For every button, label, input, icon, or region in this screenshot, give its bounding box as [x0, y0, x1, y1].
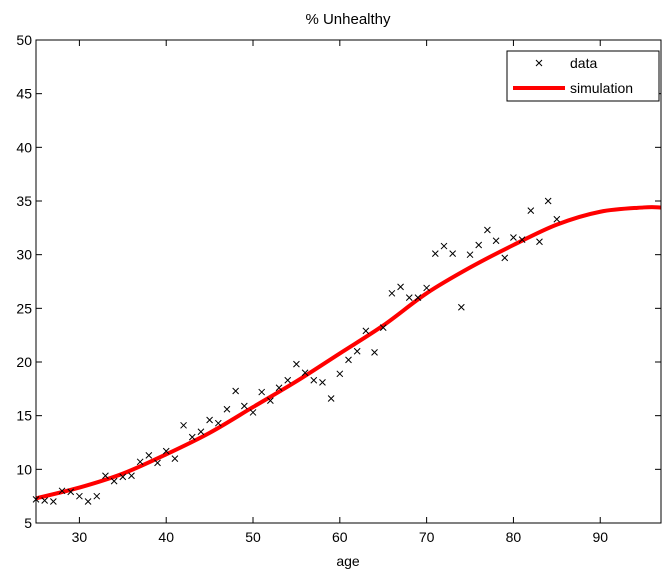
- data-point: [197, 428, 205, 436]
- data-point: [180, 421, 187, 429]
- y-tick-label: 10: [16, 461, 32, 477]
- data-point: [353, 347, 361, 355]
- data-point: [50, 498, 57, 505]
- data-point: [67, 488, 75, 496]
- y-tick-label: 50: [16, 32, 32, 48]
- y-tick-label: 40: [16, 139, 32, 155]
- data-point: [110, 477, 118, 485]
- y-tick-label: 15: [16, 408, 32, 424]
- data-point: [293, 360, 300, 368]
- x-axis-label: age: [336, 553, 360, 569]
- data-point: [553, 215, 561, 223]
- data-point: [223, 405, 231, 413]
- x-tick-label: 80: [506, 529, 522, 545]
- data-point: [93, 492, 101, 500]
- data-point: [510, 234, 517, 241]
- data-point: [249, 409, 257, 416]
- x-tick-label: 90: [592, 529, 608, 545]
- data-point: [423, 284, 430, 292]
- data-point: [492, 237, 500, 245]
- legend-label-simulation: simulation: [570, 80, 633, 96]
- data-point: [154, 459, 161, 467]
- data-point: [232, 387, 240, 395]
- data-point: [58, 487, 66, 495]
- data-point: [336, 370, 344, 378]
- data-point: [301, 369, 309, 377]
- data-point: [136, 458, 144, 466]
- data-point: [128, 472, 135, 480]
- data-point: [258, 388, 266, 396]
- data-point: [536, 238, 543, 246]
- data-point: [188, 433, 196, 441]
- data-point: [76, 492, 83, 500]
- y-tick-label: 5: [24, 515, 32, 531]
- data-point: [475, 241, 483, 249]
- data-point: [362, 327, 370, 335]
- data-point: [405, 294, 413, 301]
- data-point: [544, 197, 552, 205]
- data-point: [240, 402, 248, 410]
- x-tick-label: 70: [419, 529, 435, 545]
- data-point: [379, 324, 387, 332]
- data-point: [414, 294, 422, 301]
- axes-box: [35, 39, 662, 524]
- data-point: [162, 447, 170, 455]
- x-tick-label: 60: [332, 529, 348, 545]
- legend-data-marker: [535, 59, 543, 67]
- data-point: [518, 236, 526, 243]
- data-point: [275, 384, 283, 392]
- data-point: [484, 226, 491, 234]
- data-point: [267, 397, 274, 404]
- plot-area: [36, 40, 661, 523]
- y-tick-label: 20: [16, 354, 32, 370]
- data-point: [527, 207, 535, 215]
- data-point: [431, 250, 439, 257]
- x-tick-label: 30: [72, 529, 88, 545]
- data-point: [206, 416, 213, 424]
- data-point: [119, 473, 127, 481]
- legend-label-data: data: [570, 55, 597, 71]
- legend: data simulation: [506, 50, 660, 102]
- data-point: [388, 289, 396, 297]
- data-point: [440, 242, 448, 250]
- x-tick-label: 50: [245, 529, 261, 545]
- y-tick-label: 25: [16, 300, 32, 316]
- data-point: [345, 356, 352, 364]
- y-tick-label: 35: [16, 193, 32, 209]
- y-tick-label: 30: [16, 247, 32, 263]
- data-point: [371, 348, 378, 356]
- legend-box: [506, 50, 660, 102]
- data-point: [466, 251, 474, 259]
- chart-title: % Unhealthy: [305, 11, 391, 28]
- data-point: [449, 250, 457, 257]
- data-point: [397, 283, 404, 291]
- data-point: [310, 376, 318, 384]
- x-tick-label: 40: [158, 529, 174, 545]
- data-point: [501, 254, 509, 262]
- data-point: [327, 395, 335, 402]
- data-point: [145, 452, 153, 459]
- simulation-line: [36, 205, 661, 501]
- data-point: [41, 497, 49, 504]
- data-point: [214, 419, 222, 427]
- data-point: [84, 498, 92, 505]
- data-point: [319, 379, 326, 386]
- data-point: [284, 376, 292, 384]
- data-point: [457, 303, 465, 311]
- data-point: [102, 472, 109, 480]
- data-point: [171, 455, 179, 462]
- y-tick-label: 45: [16, 86, 32, 102]
